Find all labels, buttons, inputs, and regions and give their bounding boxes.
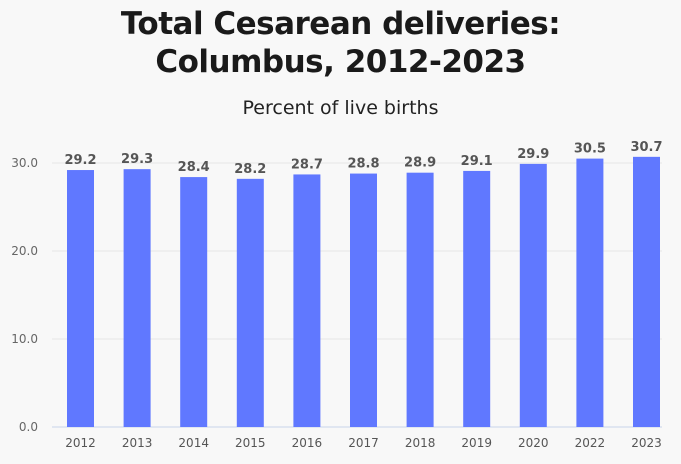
bar xyxy=(463,170,491,428)
data-label: 28.8 xyxy=(347,157,379,172)
data-label: 28.9 xyxy=(404,156,436,171)
y-tick-label: 20.0 xyxy=(11,244,38,258)
bar xyxy=(67,170,94,428)
y-tick-label: 30.0 xyxy=(11,156,38,170)
bar xyxy=(519,163,547,427)
x-tick-label: 2014 xyxy=(178,436,209,450)
data-label: 30.5 xyxy=(574,142,606,157)
bar xyxy=(633,156,660,427)
chart-title-line-2: Columbus, 2012-2023 xyxy=(155,44,526,80)
x-tick-label: 2018 xyxy=(405,436,436,450)
x-tick-label: 2019 xyxy=(461,436,492,450)
bar xyxy=(236,178,264,427)
y-tick-label: 10.0 xyxy=(11,332,38,346)
data-label: 30.7 xyxy=(630,140,662,155)
x-tick-label: 2022 xyxy=(575,436,606,450)
x-tick-label: 2017 xyxy=(348,436,379,450)
chart-subtitle: Percent of live births xyxy=(242,97,439,119)
y-tick-label: 0.0 xyxy=(19,420,38,434)
data-label: 29.1 xyxy=(461,154,493,169)
x-tick-label: 2023 xyxy=(631,436,662,450)
bar xyxy=(576,158,604,427)
data-label: 28.4 xyxy=(178,160,210,175)
x-tick-label: 2020 xyxy=(518,436,549,450)
data-label: 28.2 xyxy=(234,162,266,177)
bar xyxy=(406,172,434,427)
data-label: 28.7 xyxy=(291,157,323,172)
x-tick-label: 2015 xyxy=(235,436,266,450)
chart-title: Total Cesarean deliveries: Columbus, 201… xyxy=(0,5,681,81)
bar xyxy=(180,177,208,427)
x-tick-label: 2016 xyxy=(292,436,323,450)
bar xyxy=(293,174,321,427)
data-label: 29.2 xyxy=(64,153,96,168)
chart-title-line-1: Total Cesarean deliveries: xyxy=(120,6,561,42)
bar xyxy=(350,173,377,427)
data-label: 29.3 xyxy=(121,152,153,167)
bar xyxy=(123,169,151,427)
x-tick-label: 2012 xyxy=(65,436,96,450)
x-tick-label: 2013 xyxy=(122,436,153,450)
data-label: 29.9 xyxy=(517,147,549,162)
